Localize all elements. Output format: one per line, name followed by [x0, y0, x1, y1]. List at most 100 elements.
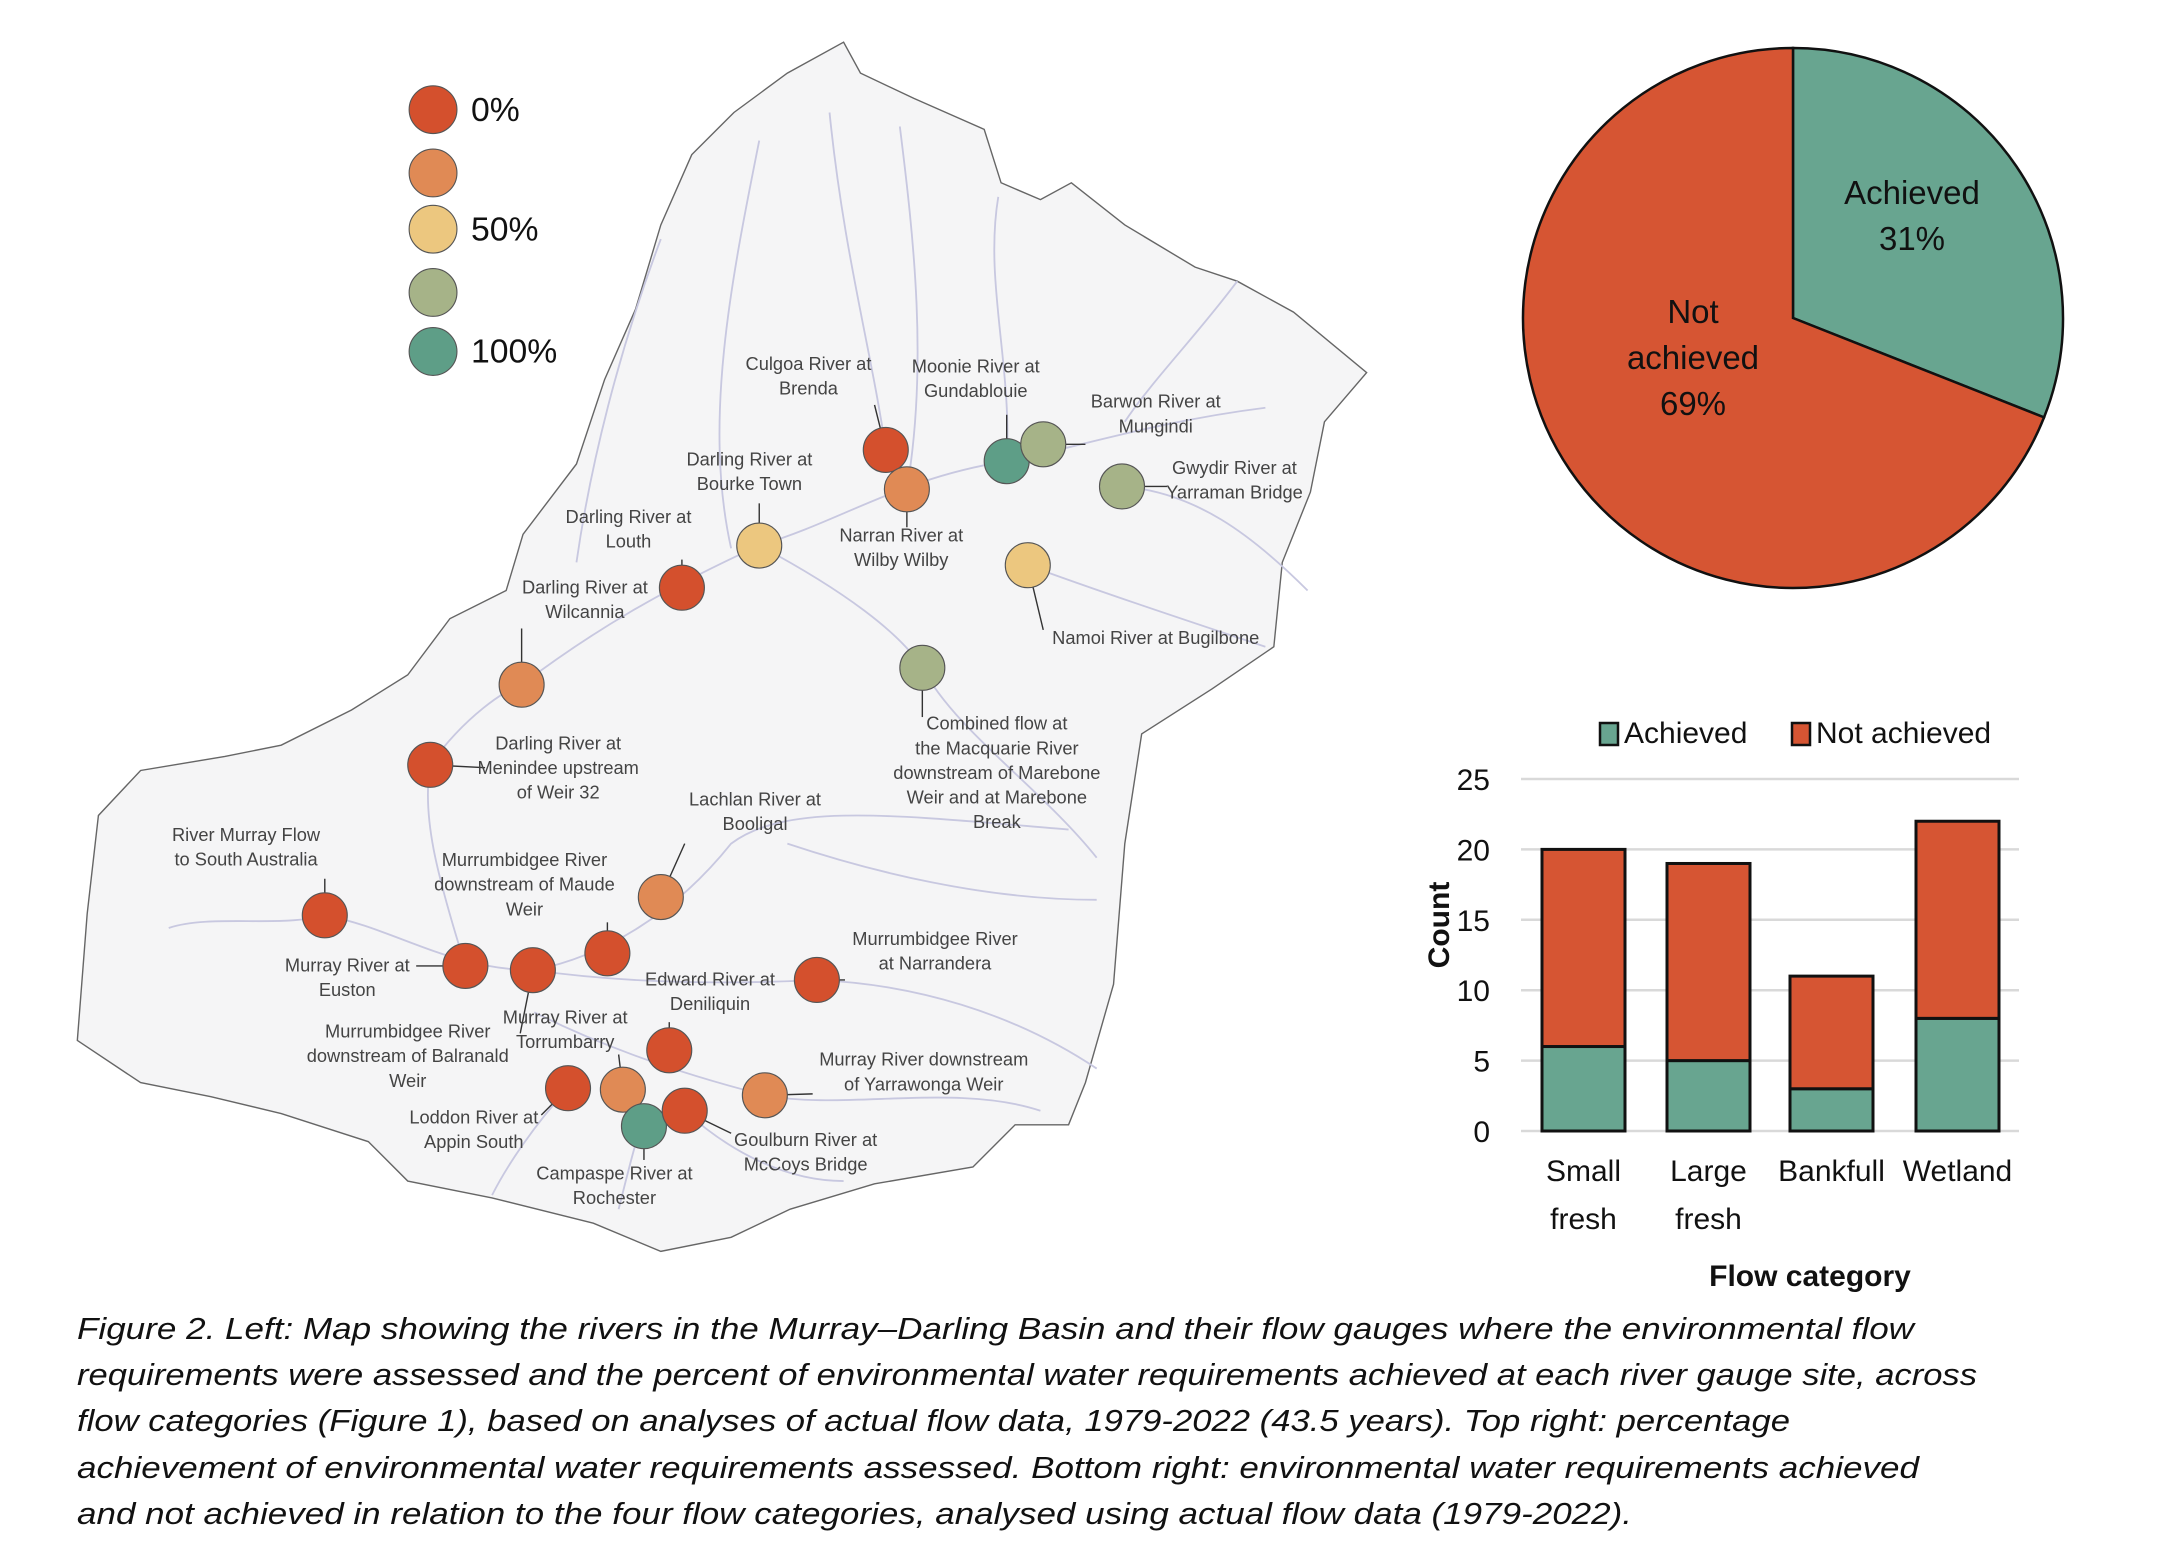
gauge-label: Barwon River at Mungindi [1091, 391, 1221, 437]
x-axis-title: Flow category [1709, 1260, 1911, 1293]
gauge-marker [862, 426, 909, 473]
gauge-label: Murray River at Euston [285, 955, 410, 1001]
gauge-label-line: Louth [606, 531, 652, 552]
gauge-label-line: Menindee upstream [477, 757, 638, 778]
gauge-label-line: Weir and at Marebone [907, 787, 1087, 808]
gauge-marker [584, 930, 631, 977]
gauge-marker [658, 564, 705, 611]
gauge-label-line: Gundablouie [924, 380, 1028, 401]
gauge-label: Combined flow at the Macquarie River downs… [893, 713, 1100, 832]
gauge-label: Gwydir River at Yarraman Bridge [1166, 457, 1303, 503]
gauge-label-line: Murrumbidgee River [325, 1021, 490, 1042]
gauge-label-line: Wilby Wilby [854, 549, 949, 570]
gauge-label: Narran River at Wilby Wilby [839, 524, 963, 570]
bar-not-achieved [1665, 861, 1752, 1063]
gauge-label-line: Brenda [779, 377, 839, 398]
gauge-marker [442, 942, 489, 989]
gauge-label: Darling River at Louth [566, 506, 692, 552]
legend-swatch [408, 204, 458, 254]
pie-label-line: achieved [1627, 339, 1759, 376]
gauge-label: River Murray Flow to South Australia [172, 824, 321, 870]
gauge-label-line: downstream of Balranald [307, 1045, 509, 1066]
pie-label-line: Achieved [1844, 174, 1980, 211]
x-tick-label-line: Large [1670, 1155, 1747, 1188]
legend-label: Achieved [1624, 717, 1747, 750]
gauge-label: Edward River at Deniliquin [645, 969, 775, 1015]
gauge-label-line: Darling River at [495, 732, 621, 753]
gauge-label-line: Culgoa River at [746, 353, 872, 374]
gauge-label-line: Murray River downstream [819, 1049, 1028, 1070]
gauge-label-line: McCoys Bridge [744, 1153, 868, 1174]
gauge-label: Moonie River at Gundablouie [912, 356, 1040, 402]
gauge-label-line: Combined flow at [926, 713, 1067, 734]
x-tick-label: Small fresh [1546, 1155, 1621, 1236]
y-tick-label: 0 [1473, 1116, 1490, 1149]
gauge-marker [661, 1087, 708, 1134]
gauge-label-line: Mungindi [1119, 415, 1193, 436]
caption-line: and not achieved in relation to the four… [77, 1496, 1632, 1531]
gauge-label-line: Campaspe River at [536, 1163, 692, 1184]
legend-label: 100% [471, 333, 557, 371]
gauge-label-line: Murrumbidgee River [442, 849, 607, 870]
legend-swatch [1790, 721, 1812, 747]
pie-label: Not achieved 69% [1627, 293, 1759, 422]
gauge-markers [301, 421, 1146, 1150]
gauge-label-line: of Yarrawonga Weir [844, 1073, 1003, 1094]
caption-line: achievement of environmental water requi… [77, 1450, 1921, 1485]
gauge-label-line: River Murray Flow [172, 824, 321, 845]
gauge-label-line: Loddon River at [409, 1106, 538, 1127]
gauge-label: Murrumbidgee River downstream of Maude Wei… [434, 849, 615, 919]
gauge-marker [1098, 463, 1146, 510]
pie-chart: Achieved 31% Not achieved 69% [1521, 46, 2065, 590]
x-tick-label-line: Small [1546, 1155, 1621, 1188]
legend-swatch [408, 267, 458, 317]
gauge-label-line: downstream of Maude [434, 874, 615, 895]
gauge-label-line: Murray River at [285, 955, 410, 976]
gauge-label-line: Murray River at [503, 1007, 628, 1028]
bar-not-achieved [1788, 974, 1875, 1091]
gauge-marker [301, 892, 348, 939]
gauge-marker [899, 644, 946, 691]
gauge-label-line: Deniliquin [670, 993, 750, 1014]
gauge-label-line: Torrumbarry [516, 1031, 615, 1052]
gauge-label-line: Barwon River at [1091, 391, 1221, 412]
gauge-label: Darling River at Wilcannia [522, 576, 648, 622]
gauge-label-line: Darling River at [522, 576, 648, 597]
gauge-label-line: Darling River at [686, 448, 812, 469]
gauges: Culgoa River at Brenda Moonie River at Gund… [172, 353, 1303, 1208]
gauge-label-line: Euston [319, 979, 376, 1000]
gauge-marker [599, 1066, 646, 1113]
bar-achieved [1788, 1087, 1875, 1133]
gauge-label-line: Break [973, 811, 1022, 832]
gauge-label: Murrumbidgee River at Narrandera [852, 928, 1017, 974]
x-tick-label: Large fresh [1670, 1155, 1747, 1236]
pie-label: Achieved 31% [1844, 174, 1980, 257]
gauge-label-line: Darling River at [566, 506, 692, 527]
gauge-marker [620, 1103, 668, 1150]
gauge-label: Culgoa River at Brenda [746, 353, 872, 399]
gauge-label-line: Narran River at [839, 524, 963, 545]
gauge-marker [509, 947, 556, 994]
gauge-label-line: Moonie River at [912, 356, 1040, 377]
x-tick-label-line: Wetland [1903, 1155, 2013, 1188]
gauge-marker [1020, 421, 1067, 468]
gauge-label-line: Edward River at [645, 969, 775, 990]
gauge-label: Darling River at Bourke Town [686, 448, 812, 494]
pie-label-line: Not [1667, 293, 1718, 330]
y-tick-label: 15 [1457, 905, 1490, 938]
gauge-marker [1004, 542, 1051, 589]
gauge-label-line: to South Australia [174, 848, 318, 869]
y-tick-label: 20 [1457, 834, 1490, 867]
y-tick-label: 5 [1473, 1046, 1490, 1079]
bar-achieved [1540, 1045, 1627, 1133]
legend-label: Not achieved [1816, 717, 1991, 750]
bar-achieved [1914, 1016, 2001, 1133]
bar-not-achieved [1540, 847, 1627, 1049]
gauge-label: Darling River at Menindee upstream of Weir… [477, 732, 638, 802]
gauge-label-line: Namoi River at Bugilbone [1052, 627, 1259, 648]
x-tick-label: Bankfull [1778, 1155, 1885, 1188]
gauge-label: Murray River downstream of Yarrawonga Wei… [819, 1049, 1028, 1095]
pie-slice [1521, 46, 2046, 590]
bar-achieved [1665, 1059, 1752, 1133]
